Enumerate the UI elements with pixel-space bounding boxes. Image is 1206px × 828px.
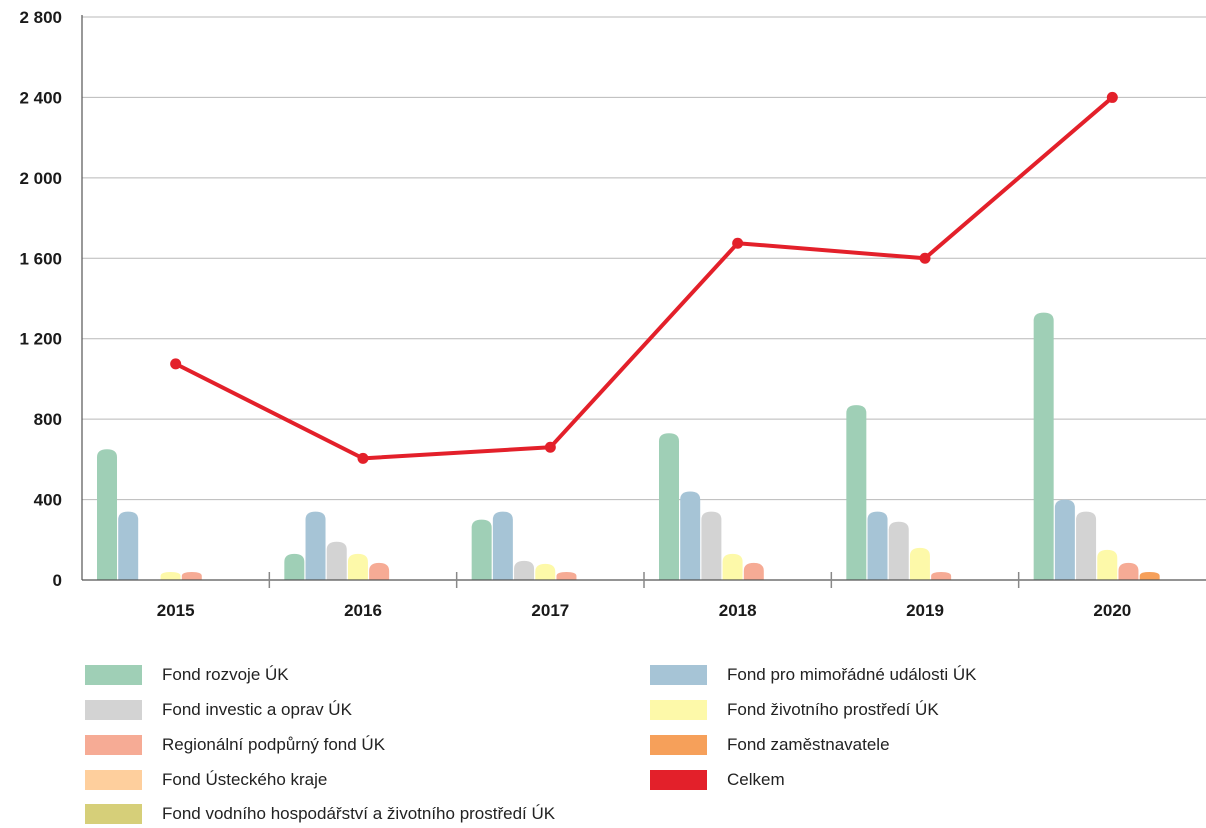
total-line [170, 91, 1118, 464]
bar [1054, 499, 1075, 580]
total-line-point [732, 237, 744, 249]
x-tick-label: 2018 [719, 601, 757, 620]
bar [1076, 511, 1097, 580]
bar [1097, 549, 1118, 580]
x-tick-label: 2016 [344, 601, 382, 620]
bar [680, 491, 701, 580]
bar [181, 571, 202, 580]
bar [743, 562, 764, 580]
x-tick-label: 2017 [531, 601, 569, 620]
y-tick-label: 400 [34, 491, 62, 510]
x-axis: 2015 2016 2017 2018 2019 2020 [82, 572, 1206, 620]
total-line-path [174, 95, 1114, 461]
y-tick-label: 2 800 [19, 8, 62, 27]
bar [1033, 312, 1054, 580]
bar [909, 547, 930, 580]
bar [722, 553, 743, 580]
bar [118, 511, 139, 580]
bar [284, 553, 305, 580]
bar [97, 449, 117, 580]
bar [471, 519, 492, 580]
bar [931, 571, 952, 580]
y-tick-label: 0 [53, 571, 62, 590]
bars [97, 312, 1160, 580]
bar [492, 511, 513, 580]
y-axis: 0 400 800 1 200 1 600 2 000 2 400 2 800 [19, 8, 83, 590]
bar [305, 511, 326, 580]
x-tick-label: 2019 [906, 601, 944, 620]
x-tick-label: 2015 [157, 601, 195, 620]
bar [556, 571, 577, 580]
gridlines [82, 16, 1206, 501]
x-tick-label: 2020 [1093, 601, 1131, 620]
bar [867, 511, 888, 580]
total-line-point [1106, 91, 1118, 103]
total-line-point [357, 452, 369, 464]
y-tick-label: 1 200 [19, 330, 62, 349]
bar [326, 541, 347, 580]
y-tick-label: 1 600 [19, 249, 62, 268]
bar [535, 563, 556, 580]
bar [347, 553, 368, 580]
total-line-point [919, 252, 931, 264]
y-tick-label: 2 000 [19, 169, 62, 188]
bar [846, 405, 867, 580]
bar [659, 433, 679, 580]
bar [1118, 562, 1139, 580]
y-tick-label: 2 400 [19, 88, 62, 107]
bar [514, 560, 535, 580]
bar [888, 521, 909, 580]
total-line-point [170, 358, 182, 370]
bar [701, 511, 722, 580]
total-line-point [544, 441, 556, 453]
bar [369, 562, 390, 580]
y-tick-label: 800 [34, 410, 62, 429]
bar [1139, 571, 1160, 580]
bar [160, 571, 181, 580]
